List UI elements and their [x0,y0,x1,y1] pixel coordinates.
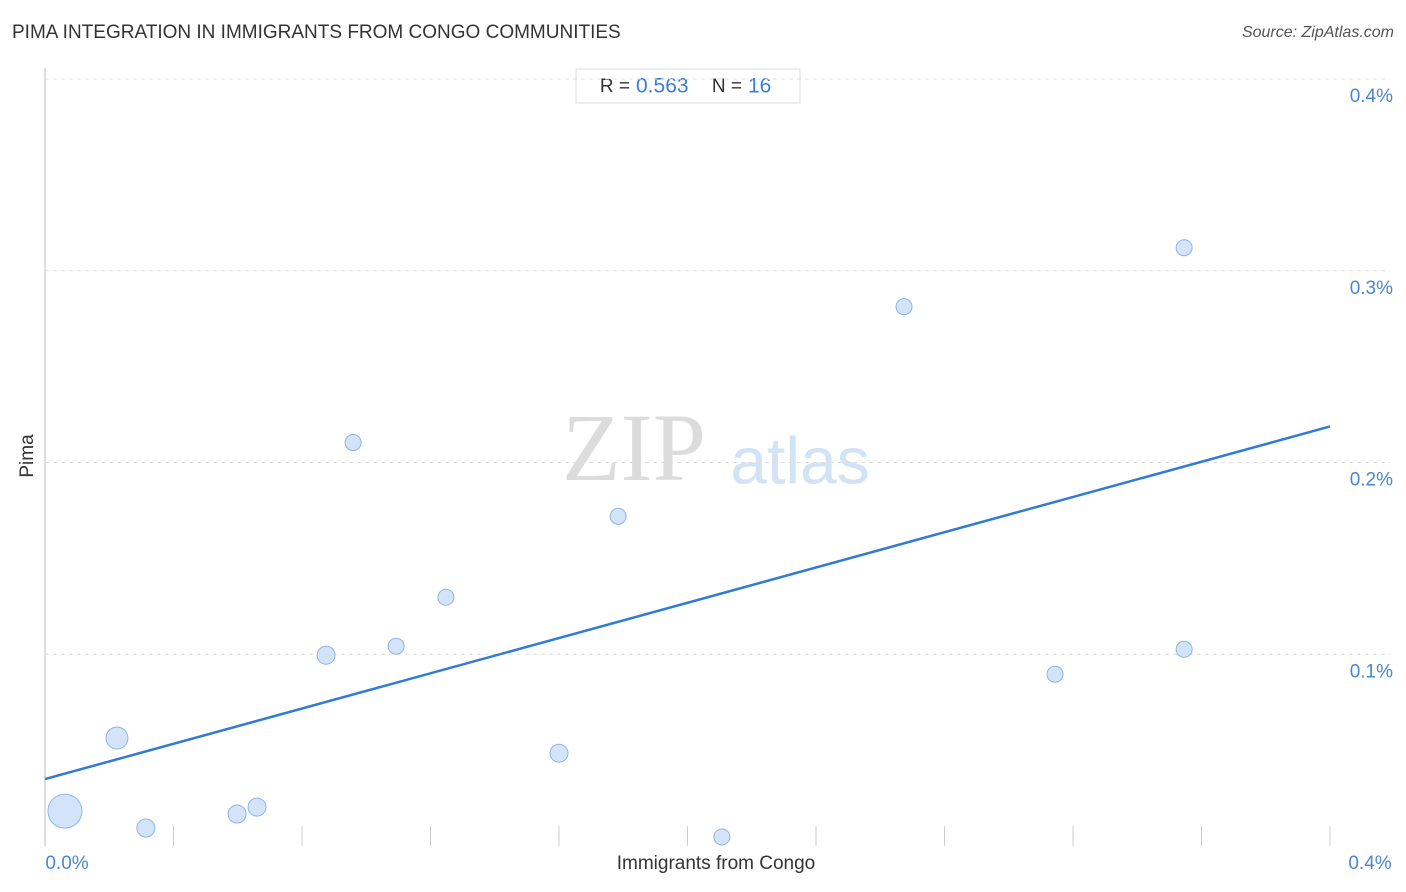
y-tick-label: 0.2% [1350,470,1393,491]
x-tick-label: 0.4% [1348,853,1391,874]
point [1175,239,1193,257]
point [1046,665,1064,683]
r-label: R = [600,76,630,97]
point [316,645,336,665]
point [105,726,129,750]
y-tick-label: 0.1% [1350,661,1393,682]
point [549,743,569,763]
point [609,507,627,525]
trend-line [44,425,1331,781]
point [1175,640,1193,658]
point [713,828,731,846]
y-tick-label: 0.3% [1350,278,1393,299]
x-axis-label: Immigrants from Congo [617,853,816,874]
point [437,588,455,606]
point [136,818,156,838]
chart-title: PIMA INTEGRATION IN IMMIGRANTS FROM CONG… [12,22,621,43]
y-tick-label: 0.4% [1350,86,1393,107]
watermark: ZIP [562,394,706,501]
point [387,637,405,655]
n-value: 16 [748,75,771,98]
point [247,797,267,817]
x-tick-label: 0.0% [45,853,88,874]
point [344,434,362,452]
watermark: atlas [730,423,869,497]
point [47,793,83,829]
point [227,804,247,824]
n-label: N = [712,76,742,97]
r-value: 0.563 [636,75,689,98]
y-axis-label: Pima [17,434,38,478]
stats-box [575,68,801,104]
point [895,298,913,316]
source: Source: ZipAtlas.com [1242,24,1394,41]
